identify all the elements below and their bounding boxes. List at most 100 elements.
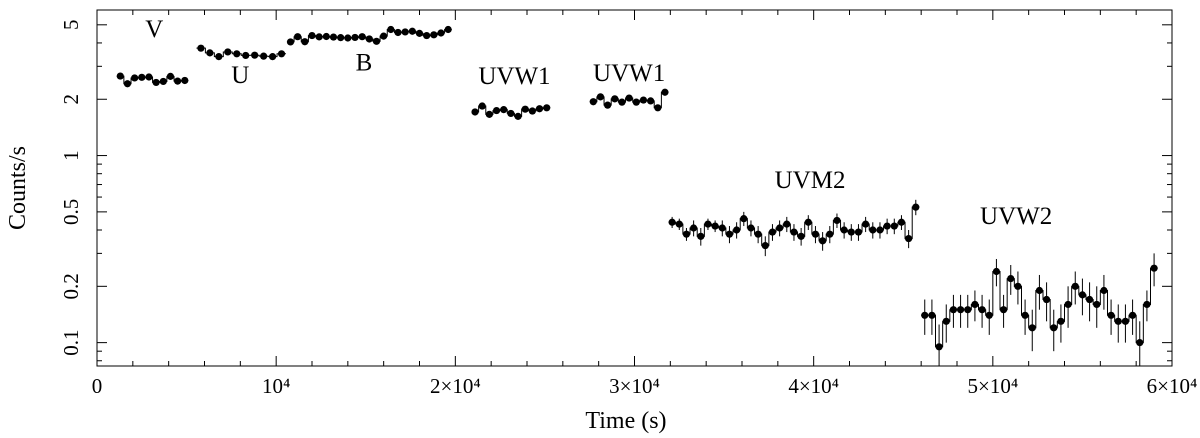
data-point	[682, 230, 691, 238]
data-point	[833, 216, 841, 225]
data-point	[233, 50, 241, 58]
data-point	[1007, 274, 1015, 283]
filter-label-uvw2: UVW2	[980, 203, 1052, 230]
data-point	[181, 76, 189, 85]
y-tick-label: 5	[59, 20, 83, 31]
data-point	[905, 234, 913, 243]
data-point	[380, 32, 388, 40]
filter-label-uvw1: UVW1	[593, 60, 665, 87]
data-point	[1093, 300, 1101, 309]
data-point	[159, 77, 167, 86]
data-point	[1107, 311, 1115, 319]
data-point	[1128, 311, 1137, 319]
data-point	[783, 220, 791, 228]
data-point	[740, 215, 748, 223]
data-point	[1028, 324, 1036, 332]
data-point	[1121, 317, 1130, 325]
data-point	[351, 33, 359, 42]
data-point	[138, 73, 146, 81]
data-point	[1078, 291, 1087, 299]
data-point	[224, 48, 232, 56]
data-point	[1071, 282, 1079, 290]
filter-label-uvw1: UVW1	[478, 63, 550, 90]
y-tick-label: 0.1	[59, 330, 83, 356]
filter-labels: V U B UVW1 UVW1 UVM2 UVW2	[145, 16, 1052, 230]
data-point	[949, 306, 958, 314]
x-axis: 0 10⁴ 2×10⁴ 3×10⁴ 4×10⁴ 5×10⁴ 6×10⁴	[92, 10, 1198, 398]
filter-label-u: U	[231, 62, 249, 89]
data-point	[883, 222, 891, 230]
data-point	[797, 232, 805, 240]
filter-label-v: V	[145, 16, 163, 43]
data-point	[521, 105, 529, 113]
data-point	[365, 35, 373, 43]
data-point	[116, 72, 124, 80]
series-uvm2	[668, 199, 920, 257]
data-point	[1021, 311, 1029, 319]
data-point	[268, 53, 277, 61]
data-point	[444, 25, 452, 34]
data-point	[197, 44, 205, 52]
x-tick-label: 3×10⁴	[609, 374, 660, 398]
data-point	[733, 226, 741, 234]
data-point	[123, 80, 132, 88]
data-point	[308, 31, 316, 40]
x-tick-label: 6×10⁴	[1147, 374, 1198, 398]
data-point	[604, 101, 612, 109]
data-point	[589, 98, 597, 106]
data-point	[869, 226, 877, 234]
data-point	[854, 228, 863, 236]
data-point	[675, 220, 683, 228]
data-point	[992, 267, 1001, 276]
data-point	[372, 37, 381, 45]
data-point	[535, 105, 544, 113]
series-uvw1	[589, 88, 669, 112]
data-point	[344, 34, 352, 42]
data-point	[251, 51, 259, 59]
data-point	[942, 317, 950, 325]
data-point	[897, 218, 906, 226]
data-point	[423, 31, 431, 40]
data-point	[725, 230, 734, 238]
series-step-line	[196, 47, 287, 58]
data-point	[1035, 286, 1044, 295]
data-point	[145, 73, 153, 81]
data-point	[840, 226, 848, 234]
data-point	[862, 220, 870, 228]
data-point	[956, 306, 965, 314]
data-point	[215, 53, 223, 61]
data-point	[401, 28, 409, 36]
series-b	[286, 25, 452, 46]
data-point	[611, 95, 619, 103]
data-point	[1014, 282, 1022, 290]
data-point	[500, 106, 508, 114]
data-point	[1114, 317, 1122, 325]
data-point	[260, 52, 268, 60]
data-point	[596, 93, 605, 101]
series-step-line	[921, 267, 1158, 348]
data-point	[358, 33, 366, 41]
data-point	[747, 224, 755, 232]
data-point	[718, 224, 726, 232]
y-tick-label: 2	[59, 94, 83, 105]
x-tick-label: 2×10⁴	[430, 374, 481, 398]
data-point	[1057, 317, 1065, 325]
series-uvw1	[471, 102, 551, 120]
data-point	[242, 51, 250, 60]
data-point	[690, 224, 698, 232]
data-point	[166, 72, 175, 80]
data-point	[811, 230, 820, 238]
y-tick-label: 1	[59, 150, 83, 161]
data-point	[711, 222, 719, 230]
data-point	[471, 108, 479, 116]
data-point	[286, 38, 295, 46]
data-point	[754, 230, 762, 238]
data-point	[507, 109, 515, 118]
data-point	[632, 98, 640, 106]
series-uvw2	[921, 253, 1158, 366]
data-point	[697, 232, 705, 240]
x-axis-label: Time (s)	[585, 408, 666, 434]
data-point	[478, 102, 486, 110]
data-point	[528, 107, 536, 115]
y-axis: 0.1 0.2 0.5 1 2 5	[59, 20, 1172, 362]
